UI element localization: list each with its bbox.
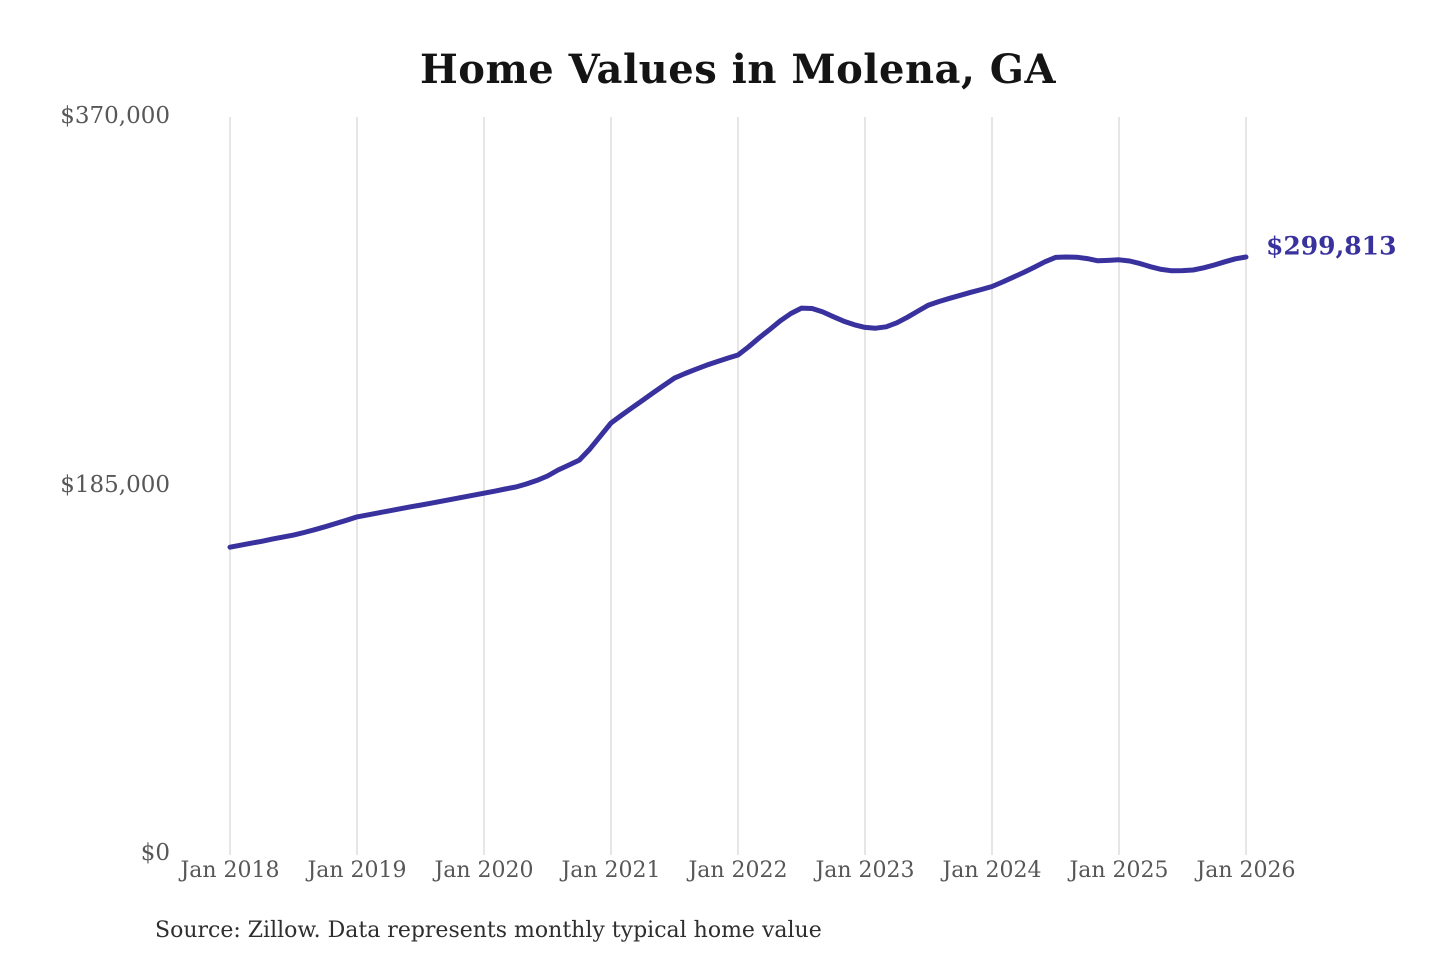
- y-tick-185000: $185,000: [60, 472, 170, 498]
- source-note: Source: Zillow. Data represents monthly …: [155, 918, 822, 943]
- x-tick-jan-2025: Jan 2025: [1069, 858, 1169, 883]
- y-tick-0: $0: [140, 840, 170, 866]
- x-tick-jan-2023: Jan 2023: [815, 858, 915, 883]
- vertical-gridlines: [229, 117, 1247, 855]
- x-tick-jan-2020: Jan 2020: [434, 858, 534, 883]
- x-tick-jan-2024: Jan 2024: [942, 858, 1042, 883]
- latest-value-label: $299,813: [1266, 231, 1397, 261]
- x-tick-jan-2018: Jan 2018: [180, 858, 280, 883]
- chart-title: Home Values in Molena, GA: [420, 46, 1056, 93]
- x-tick-jan-2019: Jan 2019: [307, 858, 407, 883]
- x-tick-jan-2022: Jan 2022: [688, 858, 788, 883]
- home-value-line-series: [227, 254, 1249, 550]
- x-tick-jan-2021: Jan 2021: [561, 858, 661, 883]
- y-tick-370000: $370,000: [60, 103, 170, 129]
- x-tick-jan-2026: Jan 2026: [1196, 858, 1296, 883]
